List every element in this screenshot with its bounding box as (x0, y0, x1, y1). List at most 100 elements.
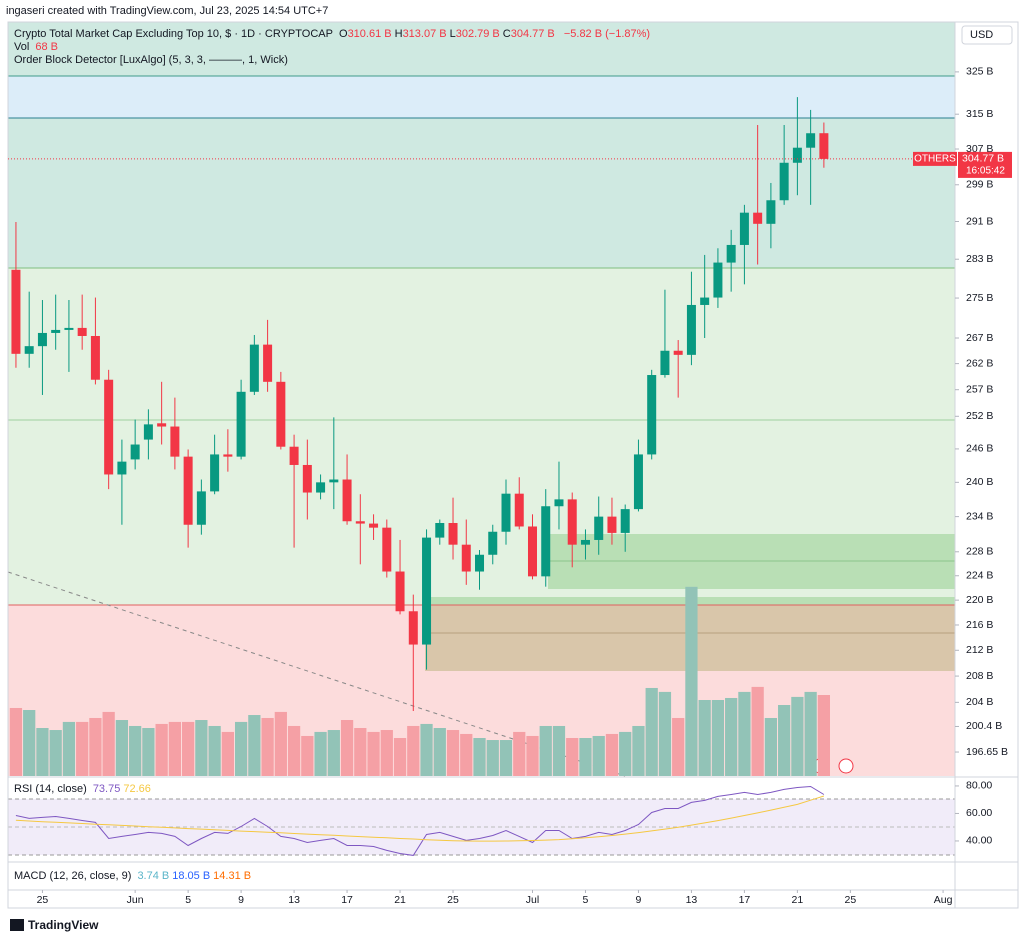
volume-bar (76, 721, 89, 776)
price-tag (958, 151, 1012, 178)
candle-body (355, 521, 365, 524)
x-tick-label: 21 (394, 894, 406, 906)
macd-value: 18.05 B (172, 870, 211, 882)
y-tick-label: 216 B (966, 619, 993, 631)
candle-body (514, 493, 524, 527)
y-tick-label: 200.4 B (966, 720, 1002, 732)
y-tick-label: 234 B (966, 510, 993, 522)
volume-bar (526, 735, 539, 776)
x-tick-label: 25 (845, 894, 857, 906)
volume-bar (711, 700, 725, 776)
y-tick-label: 228 B (966, 546, 993, 558)
volume-bar (380, 730, 393, 776)
symbol-tag (913, 151, 957, 166)
event-flag[interactable] (838, 758, 854, 774)
x-tick-label: 17 (739, 894, 751, 906)
volume-bar (89, 717, 102, 776)
candle-body (779, 162, 789, 201)
candle-body (64, 327, 74, 330)
candle-body (24, 346, 34, 354)
candle-body (382, 527, 392, 572)
ohlc-key: H (394, 28, 403, 40)
volume-bar (685, 586, 698, 776)
volume-key: Vol (14, 41, 30, 53)
volume-bar (314, 731, 327, 776)
ohlc-value: 310.61 B (347, 28, 392, 40)
ohlc: O310.61 B H313.07 B L302.79 B C304.77 B (339, 28, 558, 40)
y-tick-label: 240 B (966, 476, 993, 488)
volume-bar (36, 727, 49, 776)
volume-bar (460, 733, 473, 776)
candle-body (673, 350, 683, 355)
x-tick-label: Jul (526, 894, 539, 906)
volume-bar (155, 723, 168, 776)
legend-row: Crypto Total Market Cap Excluding Top 10… (14, 28, 653, 40)
volume-bar (9, 707, 23, 776)
price-tag-text: 304.77 B (962, 153, 1004, 165)
frame (7, 21, 1019, 909)
volume-bar (168, 721, 182, 776)
volume-bar (407, 725, 420, 776)
candle-body (276, 381, 286, 447)
volume-bar (738, 691, 751, 776)
y-tick-label: 307 B (966, 143, 993, 155)
volume-bar (725, 697, 738, 776)
x-tick-label: 25 (37, 894, 49, 906)
rsi-legend: RSI (14, close) 73.75 72.66 (14, 783, 154, 795)
candle-body (223, 454, 233, 457)
volume-bar (539, 725, 552, 776)
rsi-line (15, 785, 825, 856)
indicator: Order Block Detector [LuxAlgo] (5, 3, 3,… (14, 54, 288, 66)
x-tick-label: 5 (185, 894, 191, 906)
volume-bar (261, 717, 274, 776)
ohlc-value: 302.79 B (455, 28, 500, 40)
y-tick-label: 224 B (966, 570, 993, 582)
zone (8, 76, 955, 118)
y-tick-label: 220 B (966, 594, 993, 606)
volume-bar (433, 727, 446, 776)
y-tick-label: 246 B (966, 443, 993, 455)
macd-legend: MACD (12, 26, close, 9) 3.74 B 18.05 B 14.… (14, 870, 254, 882)
candle-body (422, 537, 432, 645)
candle-body (196, 491, 206, 525)
candle-body (554, 499, 564, 507)
candle-body (488, 531, 498, 555)
rsi-title: RSI (14, close) (14, 783, 87, 795)
y-tick-label: 80.00 (966, 780, 992, 792)
y-tick-label: 60.00 (966, 807, 992, 819)
x-tick-label: Aug (934, 894, 953, 906)
candle-body (792, 147, 802, 163)
candle-body (726, 244, 736, 263)
volume-bar (552, 725, 566, 776)
footer-logo: TradingView (28, 918, 99, 932)
currency-button[interactable] (961, 25, 1013, 45)
volume-bar (23, 710, 36, 776)
volume-bar (129, 725, 142, 776)
volume-bar (619, 731, 632, 776)
volume-bar (605, 733, 619, 776)
y-tick-label: 196.65 B (966, 746, 1008, 758)
candle-body (713, 262, 723, 298)
candle-body (249, 344, 259, 392)
volume-bar (287, 725, 301, 776)
candle-body (594, 516, 604, 540)
candle-body (117, 461, 127, 475)
candle-body (567, 499, 577, 545)
rsi-line (15, 795, 825, 842)
volume-bar (195, 720, 208, 776)
volume-bar (115, 720, 129, 776)
candle-body (633, 454, 643, 510)
volume-bar (248, 715, 261, 776)
candle-body (130, 444, 140, 460)
macd-title: MACD (12, 26, close, 9) (14, 870, 132, 882)
y-tick-label: 283 B (966, 253, 993, 265)
credit: ingaseri created with TradingView.com, J… (6, 5, 329, 17)
y-tick-label: 291 B (966, 215, 993, 227)
volume-bar (208, 725, 221, 776)
candle-body (408, 611, 418, 645)
ohlc-value: 313.07 B (402, 28, 447, 40)
candle-body (686, 304, 696, 355)
candle-body (607, 516, 617, 533)
candle-body (527, 526, 537, 577)
price-tag-countdown: 16:05:42 (966, 166, 1005, 177)
